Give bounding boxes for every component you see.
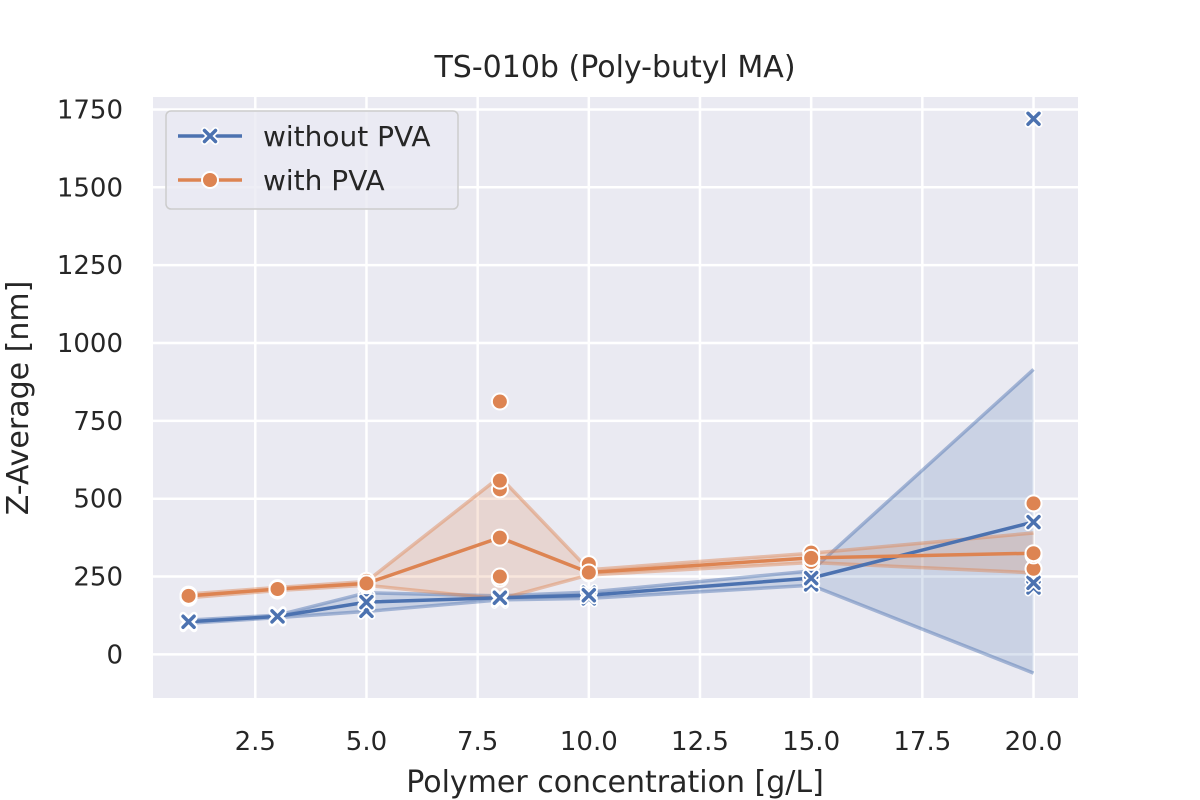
data-point-with-pva — [490, 471, 509, 490]
marker-stroke — [1026, 514, 1041, 530]
marker-stroke — [1026, 575, 1041, 591]
mean-point-without-pva — [268, 607, 287, 626]
mean-point-without-pva — [1024, 513, 1043, 532]
x-tick-label: 7.5 — [457, 727, 498, 757]
marker-stroke — [492, 590, 508, 605]
mean-point-with-pva — [268, 580, 287, 599]
mean-point-with-pva — [802, 548, 821, 567]
y-tick-label: 1000 — [57, 329, 123, 359]
grid — [153, 97, 1078, 698]
y-tick-label: 0 — [106, 640, 123, 670]
y-tick-label: 750 — [73, 407, 123, 437]
marker-stroke — [359, 594, 374, 610]
x-tick-label: 20.0 — [1005, 727, 1063, 757]
data-point-with-pva — [490, 392, 509, 411]
mean-point-with-pva — [490, 528, 509, 547]
data-point-with-pva — [490, 567, 509, 586]
legend: without PVA with PVA — [165, 110, 459, 210]
x-tick-label: 5.0 — [346, 727, 387, 757]
marker-stroke — [270, 609, 285, 624]
mean-point-with-pva — [357, 574, 376, 593]
y-tick-label: 1250 — [57, 251, 123, 281]
y-tick-label: 1750 — [57, 95, 123, 125]
mean-point-with-pva — [1024, 544, 1043, 563]
data-point-without-pva — [1024, 109, 1043, 128]
y-tick-label: 500 — [73, 485, 123, 515]
x-axis-label: Polymer concentration [g/L] — [406, 765, 824, 800]
marker-stroke — [1026, 111, 1041, 127]
y-tick-label: 1500 — [57, 173, 123, 203]
x-tick-label: 12.5 — [671, 727, 729, 757]
x-tick-label: 17.5 — [893, 727, 951, 757]
mean-point-without-pva — [357, 593, 376, 612]
legend-label-with-pva: with PVA — [263, 164, 385, 197]
mean-point-without-pva — [179, 612, 198, 631]
x-tick-label: 10.0 — [560, 727, 618, 757]
data-point-without-pva — [1024, 573, 1043, 592]
legend-label-without-pva: without PVA — [263, 120, 431, 153]
legend-marker-shape — [201, 171, 219, 189]
mean-point-with-pva — [179, 586, 198, 605]
y-axis-ticks: 0 250 500 750 1000 1250 1500 1750 — [57, 95, 123, 670]
mean-point-without-pva — [579, 586, 598, 605]
y-tick-label: 250 — [73, 563, 123, 593]
legend-marker-shape — [201, 127, 219, 145]
marker-stroke — [181, 614, 196, 629]
legend-marker-x-without-pva — [201, 127, 219, 145]
marker-stroke — [803, 570, 819, 586]
ci-band-with-pva — [188, 476, 1034, 599]
x-axis-ticks: 2.5 5.0 7.5 10.0 12.5 15.0 17.5 20.0 — [235, 727, 1063, 757]
mean-point-without-pva — [802, 569, 821, 588]
chart-title: TS-010b (Poly-butyl MA) — [433, 50, 795, 85]
marker-stroke — [202, 128, 218, 144]
mean-point-without-pva — [490, 588, 509, 607]
ci-band-without-pva — [188, 369, 1034, 674]
marker-stroke — [581, 587, 597, 603]
mean-point-with-pva — [579, 563, 598, 582]
legend-marker-circle-with-pva — [201, 171, 219, 189]
series-markers — [179, 109, 1043, 633]
x-tick-label: 15.0 — [782, 727, 840, 757]
data-point-with-pva — [1024, 494, 1043, 513]
y-axis-label: Z-Average [nm] — [1, 281, 36, 516]
x-tick-label: 2.5 — [235, 727, 276, 757]
